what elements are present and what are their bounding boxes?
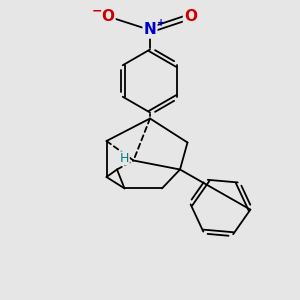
Text: N: N [144,22,156,38]
Text: +: + [157,17,166,28]
Text: O: O [101,9,115,24]
Text: O: O [184,9,197,24]
Text: H: H [120,152,129,165]
Text: −: − [92,4,102,17]
